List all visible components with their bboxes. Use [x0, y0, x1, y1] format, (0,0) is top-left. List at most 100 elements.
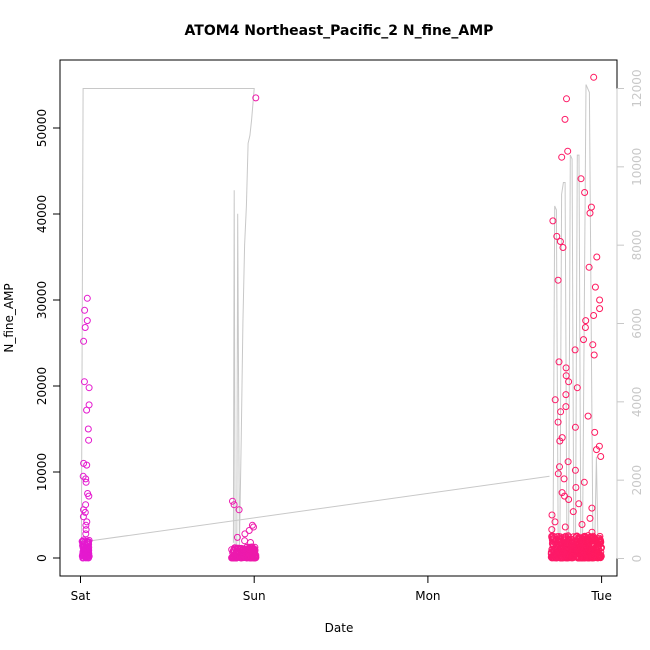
data-point: [247, 539, 254, 546]
data-point: [596, 296, 604, 304]
data-point: [559, 244, 567, 251]
data-point: [585, 263, 593, 271]
data-point: [83, 294, 91, 302]
data-point: [588, 504, 596, 512]
y2-tick-label: 8000: [630, 230, 644, 261]
data-point: [235, 506, 243, 514]
data-point: [553, 232, 561, 240]
data-point: [590, 312, 598, 319]
data-point: [596, 305, 604, 313]
data-point: [587, 552, 595, 560]
data-point: [84, 539, 92, 547]
data-point: [234, 552, 242, 560]
data-point: [556, 463, 563, 471]
data-point: [588, 528, 596, 536]
data-point: [81, 324, 89, 331]
data-point: [573, 384, 581, 392]
data-point: [83, 406, 91, 414]
data-point: [586, 546, 594, 554]
data-point: [556, 238, 564, 245]
data-point: [558, 489, 566, 497]
data-point: [590, 73, 598, 81]
y2-tick-label: 0: [630, 555, 644, 563]
y2-tick-label: 2000: [630, 465, 644, 496]
data-point: [591, 283, 599, 291]
data-point: [557, 408, 565, 416]
data-point: [561, 523, 569, 531]
data-point: [241, 530, 249, 538]
data-point: [549, 540, 557, 548]
data-point: [82, 526, 90, 534]
data-point: [81, 306, 89, 314]
data-point: [564, 147, 572, 155]
data-point: [84, 554, 92, 562]
series-line-segment: [559, 182, 568, 547]
secondary-y-axis: 0 2000 4000 6000 8000 10000 12000: [616, 69, 644, 563]
data-point: [591, 428, 599, 436]
series-line: [80, 88, 255, 551]
x-axis: Sat Sun Mon Tue: [71, 575, 612, 603]
data-point: [589, 552, 597, 560]
data-point: [562, 372, 570, 380]
data-point: [558, 549, 565, 557]
data-point: [558, 552, 566, 560]
data-point: [548, 545, 556, 553]
data-point: [84, 547, 92, 554]
data-point: [233, 533, 241, 541]
data-point: [83, 518, 91, 526]
data-point: [82, 530, 90, 538]
data-point: [571, 423, 579, 431]
data-point: [582, 317, 590, 325]
data-point: [79, 513, 87, 521]
data-point: [569, 508, 577, 516]
data-point: [85, 492, 93, 500]
data-point: [80, 337, 88, 345]
data-point: [580, 554, 588, 561]
data-point: [586, 209, 594, 217]
x-axis-label: Date: [325, 621, 354, 635]
data-point: [229, 497, 236, 505]
data-point: [575, 500, 583, 508]
data-point: [560, 534, 568, 542]
y-tick-label: 30000: [35, 281, 49, 319]
data-point: [243, 547, 251, 555]
y-tick-label: 0: [35, 554, 49, 562]
data-point: [245, 527, 253, 534]
data-point: [554, 470, 562, 478]
data-point: [581, 189, 589, 196]
y-tick-label: 50000: [35, 109, 49, 147]
data-point: [548, 511, 556, 519]
data-point: [555, 358, 563, 366]
x-tick-label: Sun: [243, 589, 266, 603]
data-point: [553, 544, 561, 552]
x-tick-label: Sat: [71, 589, 91, 603]
chart-title: ATOM4 Northeast_Pacific_2 N_fine_AMP: [185, 23, 494, 39]
data-point: [562, 391, 570, 399]
data-point: [81, 545, 89, 553]
x-tick-label: Tue: [590, 589, 612, 603]
data-point: [554, 276, 562, 284]
y-axis: 0 10000 20000 30000 40000 50000: [35, 109, 61, 562]
data-point: [589, 341, 597, 349]
y2-tick-label: 10000: [630, 148, 644, 186]
data-point: [549, 217, 557, 225]
y-tick-label: 20000: [35, 367, 49, 405]
series-line-segment: [582, 84, 594, 547]
data-point: [83, 317, 91, 325]
data-point: [85, 436, 93, 444]
data-point: [575, 554, 583, 562]
data-point: [577, 175, 585, 183]
data-point: [553, 553, 561, 561]
data-point: [230, 501, 238, 509]
data-point: [565, 378, 573, 386]
data-point: [244, 554, 252, 562]
plot-frame: [59, 59, 618, 577]
data-point: [557, 533, 565, 541]
data-point: [560, 475, 568, 483]
data-point: [231, 553, 239, 561]
series-line-segment: [82, 475, 550, 543]
data-point: [85, 384, 93, 392]
data-point: [594, 540, 602, 548]
data-point: [586, 514, 594, 522]
